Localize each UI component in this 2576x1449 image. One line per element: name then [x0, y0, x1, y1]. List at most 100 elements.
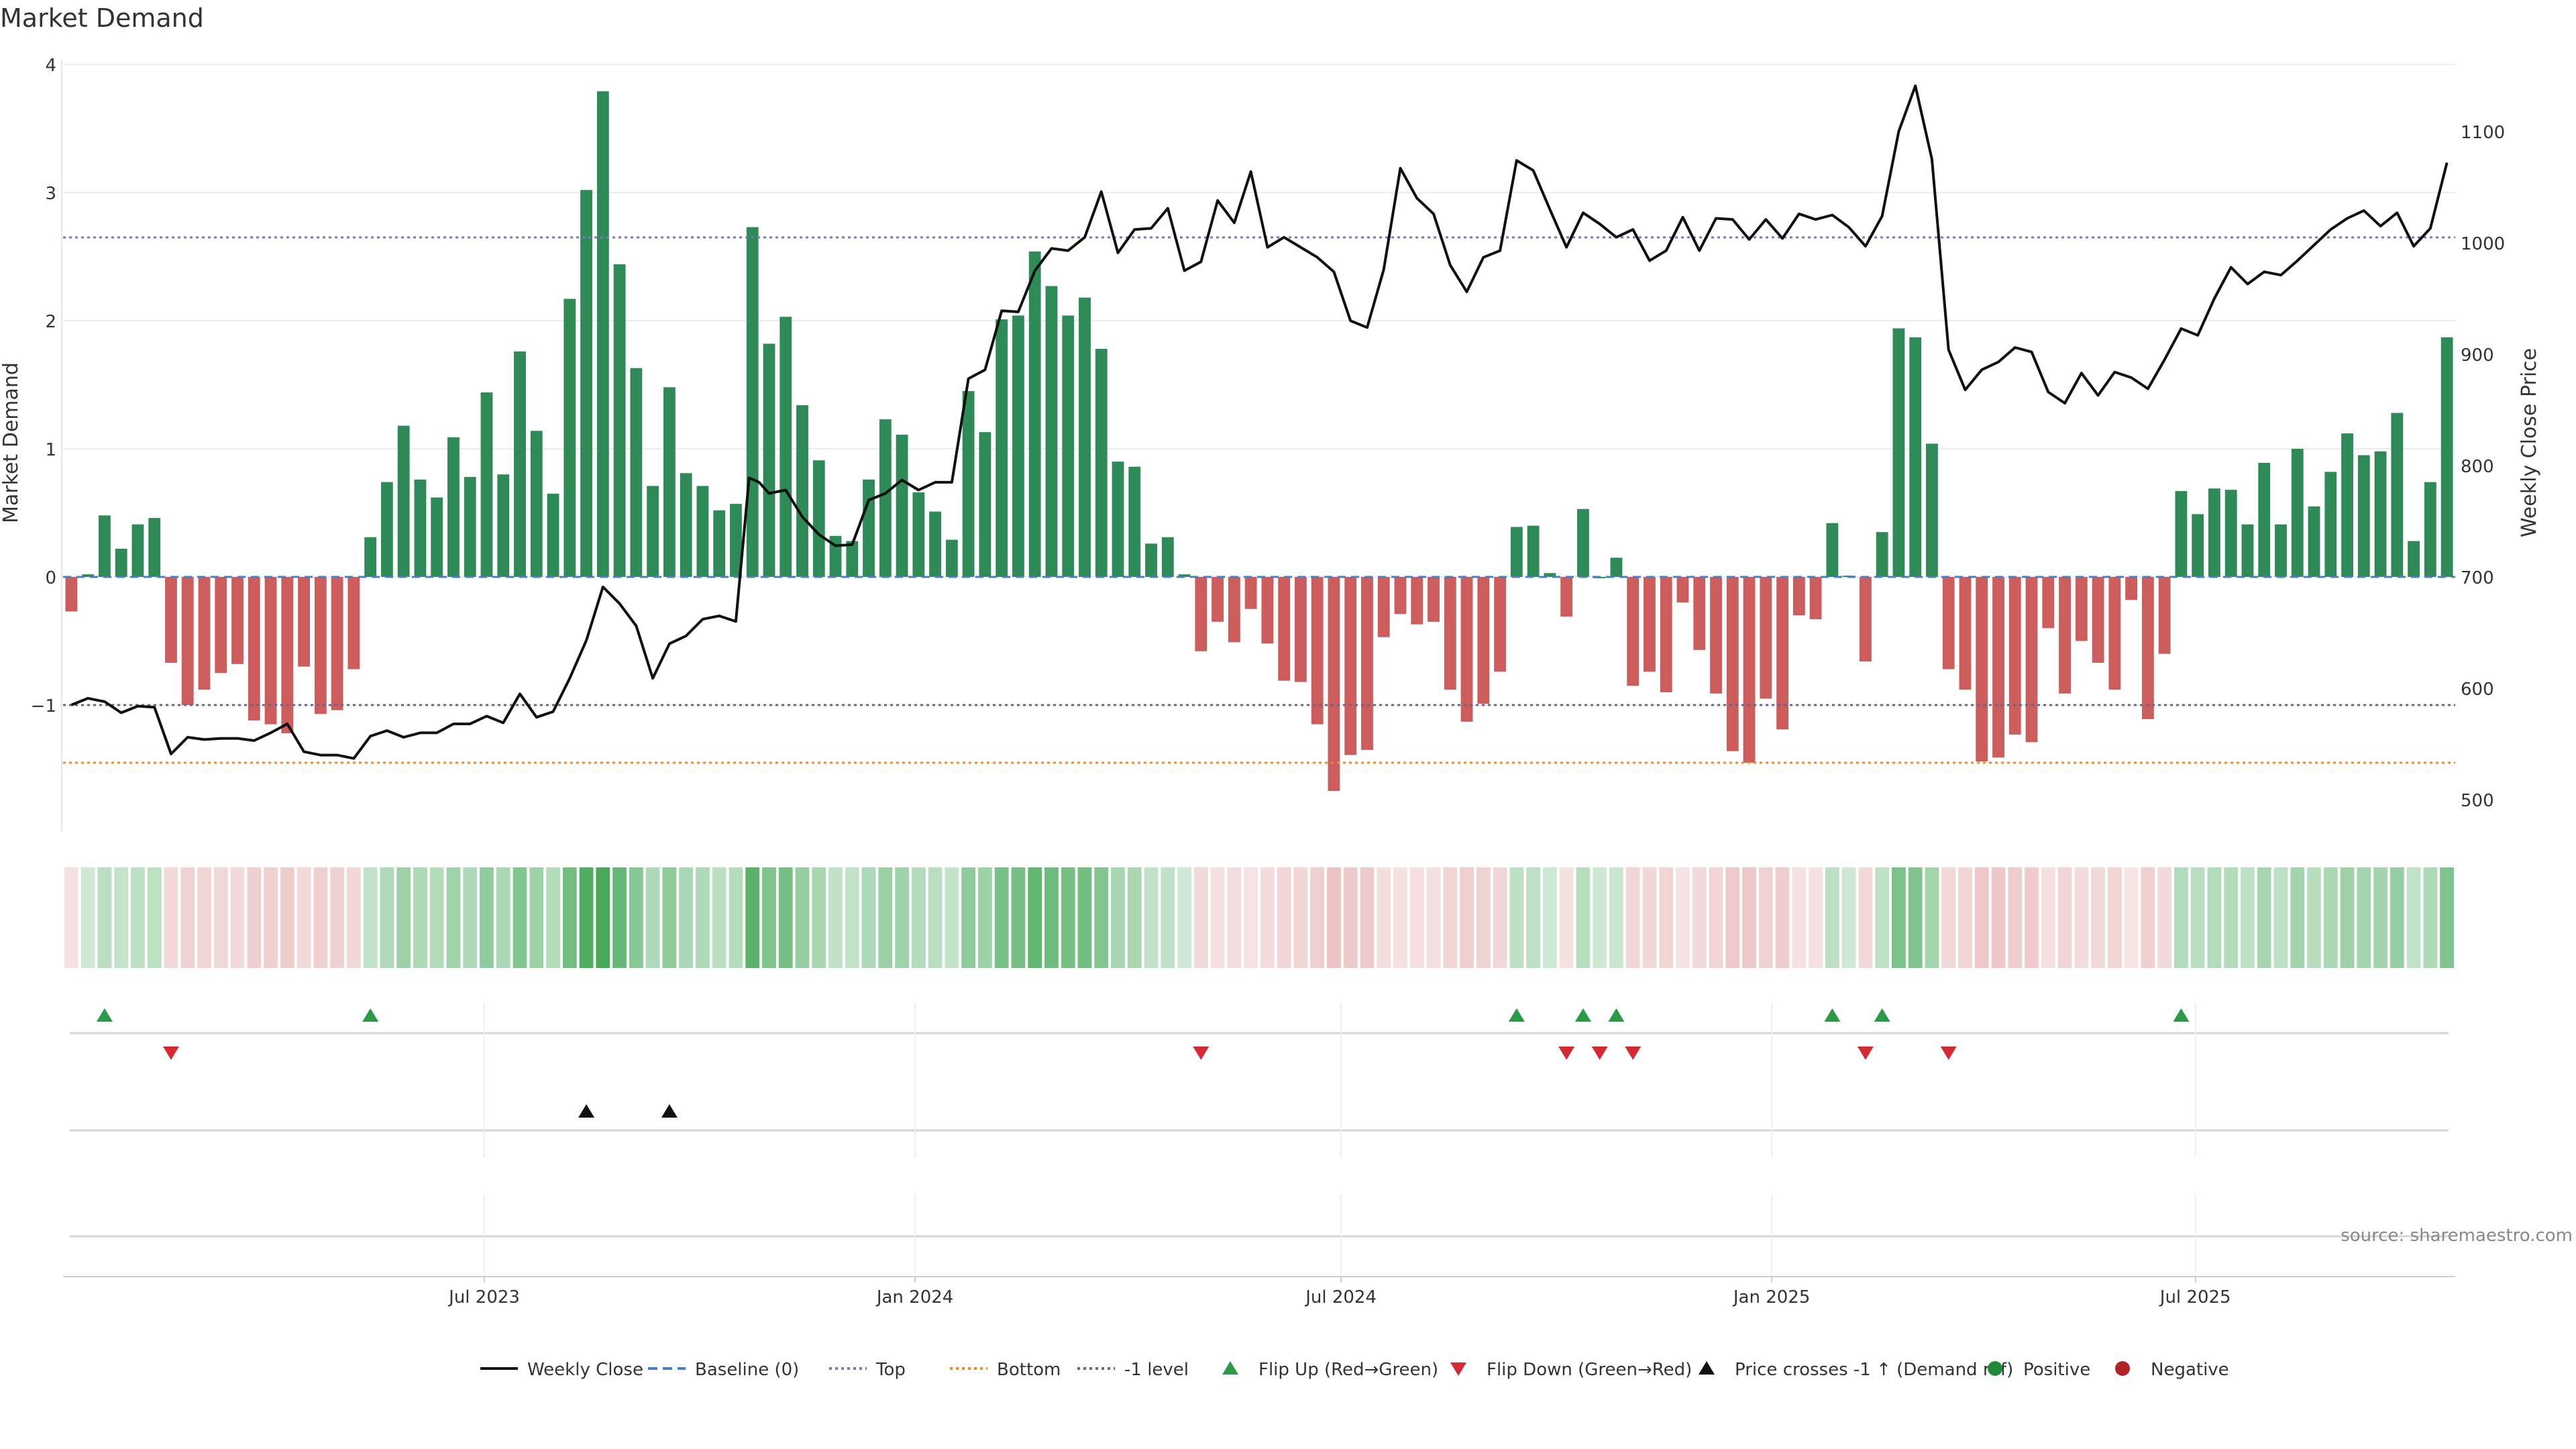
demand-bar: [1145, 543, 1157, 577]
demand-bar: [1294, 577, 1307, 682]
demand-heat-strip: [64, 867, 2455, 968]
demand-bar: [431, 497, 443, 577]
heat-cell: [828, 867, 843, 968]
demand-bar: [2424, 482, 2436, 577]
demand-bar: [264, 577, 277, 724]
demand-bar: [1012, 315, 1024, 577]
heat-cell: [1692, 867, 1707, 968]
y-tick-label: 1: [45, 440, 56, 460]
heat-cell: [1875, 867, 1890, 968]
legend-item: Flip Down (Green→Red): [1450, 1360, 1692, 1380]
demand-bar: [514, 351, 526, 577]
demand-bar: [2025, 577, 2038, 743]
demand-bar: [1477, 577, 1490, 704]
demand-bar: [298, 577, 310, 667]
flip-down-marker: [1940, 1046, 1957, 1060]
heat-cell: [313, 867, 328, 968]
heat-cell: [712, 867, 727, 968]
heat-cell: [2273, 867, 2288, 968]
heat-cell: [2423, 867, 2438, 968]
chart-title: Market Demand: [0, 3, 204, 33]
y2-tick-label: 600: [2461, 680, 2494, 700]
heat-cell: [1193, 867, 1208, 968]
demand-bar: [2258, 463, 2271, 577]
heat-cell: [612, 867, 627, 968]
demand-bar: [1510, 527, 1523, 577]
y2-axis-label: Weekly Close Price: [2518, 348, 2541, 537]
demand-bar: [1792, 577, 1805, 616]
demand-bar: [181, 577, 194, 705]
demand-bar: [1743, 577, 1756, 763]
heat-cell: [1941, 867, 1956, 968]
legend-item: Flip Up (Red→Green): [1222, 1360, 1438, 1380]
demand-bar: [82, 574, 95, 577]
demand-bar: [630, 368, 643, 577]
heat-cell: [64, 867, 78, 968]
demand-bar: [414, 479, 427, 577]
heat-cell: [2390, 867, 2404, 968]
demand-bar: [1328, 577, 1340, 791]
heat-cell: [1393, 867, 1407, 968]
demand-bar: [1411, 577, 1424, 625]
heat-cell: [1493, 867, 1507, 968]
legend-item: -1 level: [1077, 1360, 1189, 1380]
legend-item: Negative: [2115, 1360, 2229, 1380]
demand-bar: [796, 405, 808, 577]
demand-bar: [996, 319, 1008, 577]
demand-bar: [763, 343, 775, 577]
heat-cell: [1127, 867, 1142, 968]
legend-swatch: [2115, 1361, 2130, 1376]
flip-up-marker: [1874, 1008, 1890, 1022]
heat-cell: [429, 867, 444, 968]
heat-cell: [1343, 867, 1358, 968]
heat-cell: [1426, 867, 1441, 968]
price-cross-marker: [661, 1104, 678, 1118]
demand-bar: [1062, 315, 1075, 577]
heat-cell: [264, 867, 278, 968]
demand-bar: [863, 479, 875, 577]
heat-cell: [446, 867, 461, 968]
heat-cell: [629, 867, 643, 968]
heat-cell: [1892, 867, 1906, 968]
legend-swatch: [1699, 1361, 1715, 1375]
demand-bar: [65, 577, 78, 612]
demand-bar: [2125, 577, 2138, 600]
demand-bar: [1228, 577, 1240, 643]
heat-cell: [131, 867, 145, 968]
demand-bar: [2008, 577, 2021, 735]
heat-cell: [297, 867, 311, 968]
demand-bar: [2059, 577, 2071, 694]
demand-bar: [397, 425, 410, 577]
heat-cell: [778, 867, 793, 968]
heat-cell: [463, 867, 478, 968]
legend-item: Positive: [1988, 1360, 2090, 1380]
demand-bar: [746, 227, 759, 577]
demand-bar: [1676, 577, 1689, 603]
demand-bar: [1876, 532, 1888, 577]
demand-bar: [1311, 577, 1324, 724]
heat-cell: [1825, 867, 1839, 968]
heat-cell: [645, 867, 660, 968]
y2-tick-label: 1000: [2461, 234, 2505, 254]
demand-bar: [812, 460, 825, 577]
legend-label: Baseline (0): [695, 1360, 799, 1380]
heat-cell: [1244, 867, 1258, 968]
demand-bar: [1726, 577, 1739, 751]
demand-bar: [879, 419, 892, 577]
flip-up-marker: [1608, 1008, 1625, 1022]
heat-cell: [1111, 867, 1125, 968]
heat-cell: [330, 867, 345, 968]
demand-bar: [962, 391, 975, 577]
heat-cell: [2241, 867, 2255, 968]
grid-layer: [61, 60, 2455, 832]
demand-bar: [647, 486, 659, 577]
heat-cell: [2406, 867, 2421, 968]
legend-label: Flip Down (Green→Red): [1487, 1360, 1692, 1380]
demand-bar: [1693, 577, 1706, 650]
x-tick-label: Jul 2025: [2159, 1287, 2231, 1307]
demand-bar: [596, 91, 609, 578]
heat-cell: [1011, 867, 1026, 968]
price-cross-marker: [578, 1104, 595, 1118]
heat-cell: [1177, 867, 1191, 968]
heat-cell: [380, 867, 394, 968]
